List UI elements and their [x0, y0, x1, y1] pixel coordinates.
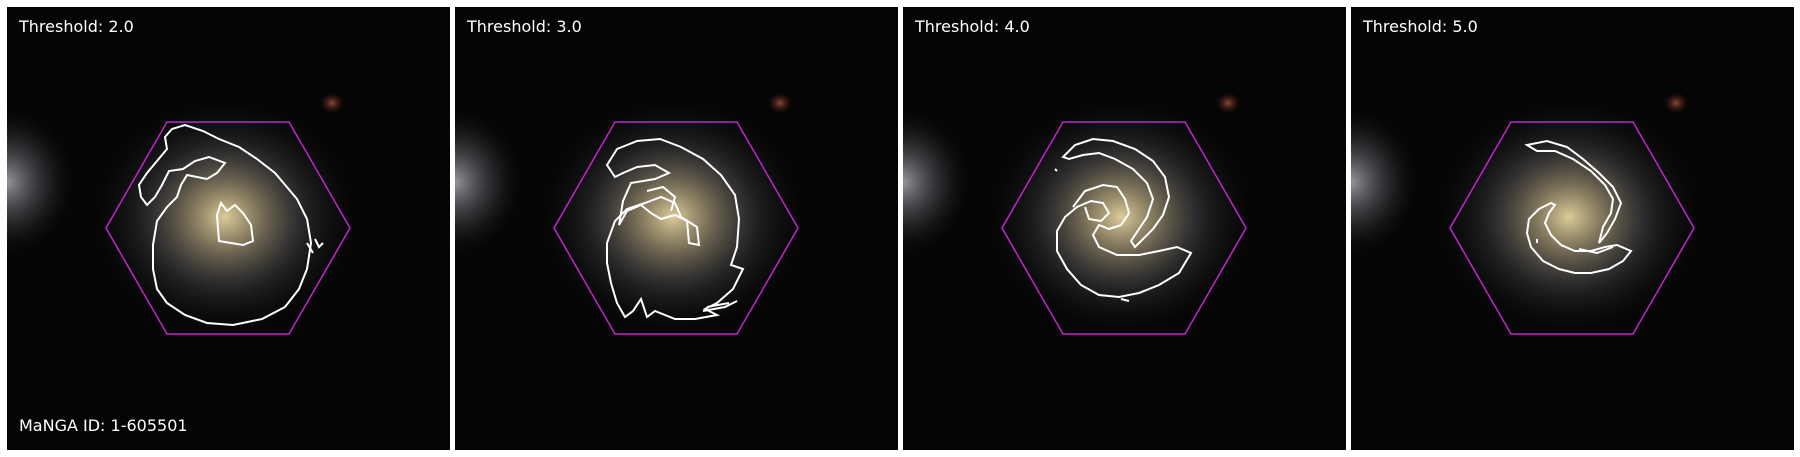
side-galaxy: [455, 107, 525, 257]
red-star: [319, 92, 345, 114]
galaxy-image: [455, 92, 808, 337]
threshold-label: Threshold: 2.0: [19, 17, 134, 36]
galaxy-image: [1351, 92, 1704, 337]
side-galaxy: [903, 107, 973, 257]
contour-inner-arm: [1056, 183, 1193, 299]
ifu-hexagon: [1001, 121, 1247, 335]
galaxy-glow: [986, 97, 1256, 337]
galaxy-glow: [90, 97, 360, 337]
red-star: [1663, 92, 1689, 114]
panel-threshold-2: Threshold: 2.0 MaNGA ID: 1-605501: [7, 7, 450, 450]
threshold-label: Threshold: 5.0: [1363, 17, 1478, 36]
ifu-hexagon: [105, 121, 351, 335]
galaxy-glow: [538, 97, 808, 337]
galaxy-image: [903, 92, 1256, 337]
galaxy-image: [7, 92, 360, 337]
contour-core: [215, 200, 255, 247]
panel-threshold-5: Threshold: 5.0: [1351, 7, 1794, 450]
threshold-label: Threshold: 3.0: [467, 17, 582, 36]
contour-upper-arm: [1524, 139, 1623, 244]
manga-id-label: MaNGA ID: 1-605501: [19, 416, 188, 435]
contour-outer: [605, 137, 745, 320]
side-galaxy: [1351, 107, 1421, 257]
panel-threshold-3: Threshold: 3.0: [455, 7, 898, 450]
threshold-label: Threshold: 4.0: [915, 17, 1030, 36]
contour-fragment: [1536, 239, 1614, 255]
contour-outer-arm: [1061, 137, 1171, 249]
panel-threshold-4: Threshold: 4.0: [903, 7, 1346, 450]
ifu-hexagon: [1449, 121, 1695, 335]
side-galaxy: [7, 107, 77, 257]
contour-fragment: [702, 300, 738, 312]
contour-fragment: [1054, 168, 1130, 302]
galaxy-glow: [1434, 97, 1704, 337]
red-star: [767, 92, 793, 114]
contour-outer: [137, 123, 313, 327]
contour-inner: [646, 185, 677, 212]
contour-lower-arm: [1525, 201, 1633, 274]
red-star: [1215, 92, 1241, 114]
contour-fragment: [306, 238, 324, 254]
ifu-hexagon: [553, 121, 799, 335]
